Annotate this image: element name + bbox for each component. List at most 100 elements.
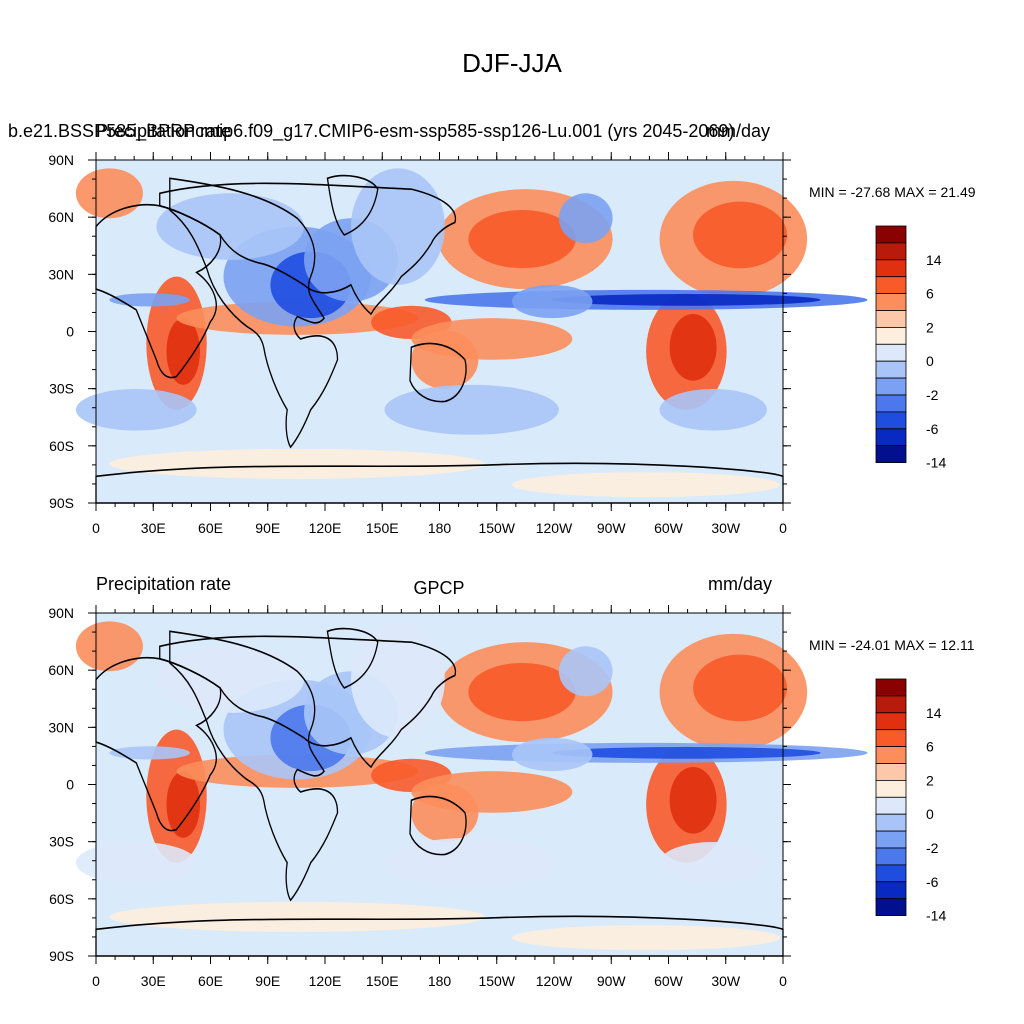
- anomaly-contour: [468, 662, 576, 722]
- lat-tick-label: 90N: [48, 152, 74, 168]
- lon-tick-label: 150E: [366, 973, 399, 989]
- anomaly-contour: [411, 783, 479, 842]
- colorbar-label: -6: [926, 874, 939, 890]
- panel1-min-max: MIN = -27.68 MAX = 21.49: [809, 184, 976, 200]
- colorbar-segment: [875, 445, 907, 464]
- colorbar-segment: [875, 343, 907, 362]
- colorbar-label: 6: [926, 739, 934, 755]
- colorbar-segment: [875, 763, 907, 781]
- lon-tick-label: 30W: [711, 520, 741, 536]
- lon-tick-label: 30W: [711, 973, 741, 989]
- anomaly-contour: [552, 747, 821, 759]
- colorbar-segment: [875, 276, 907, 295]
- lon-tick-label: 180: [428, 520, 452, 536]
- colorbar-segment: [875, 242, 907, 261]
- colorbar-segment: [875, 729, 907, 748]
- panel2-min-max: MIN = -24.01 MAX = 12.11: [809, 637, 975, 653]
- colorbar-label: 6: [926, 286, 934, 302]
- lon-tick-label: 90E: [255, 973, 280, 989]
- colorbar-label: 2: [926, 772, 934, 788]
- lon-tick-label: 150W: [478, 520, 515, 536]
- panel1-left-overprint: b.e21.BSSP585_BPRPcmip6.f09_g17.CMIP6-es…: [8, 121, 735, 141]
- colorbar-segment: [875, 746, 907, 764]
- anomaly-contour: [558, 646, 613, 697]
- lat-tick-label: 60N: [48, 662, 74, 678]
- anomaly-contour: [109, 901, 486, 932]
- anomaly-contour: [350, 168, 445, 285]
- anomaly-contour: [693, 201, 788, 269]
- panel2-right-title: mm/day: [708, 574, 773, 594]
- anomaly-contour: [411, 330, 479, 389]
- anomaly-contour: [109, 746, 190, 760]
- colorbar-label: -14: [926, 455, 946, 471]
- lon-tick-label: 180: [428, 973, 452, 989]
- anomaly-contour: [384, 384, 559, 435]
- colorbar-label: 2: [926, 319, 934, 335]
- colorbar-label: -2: [926, 840, 939, 856]
- lon-tick-label: 0: [779, 973, 787, 989]
- anomaly-contour: [669, 767, 717, 834]
- anomaly-contour: [156, 193, 304, 260]
- anomaly-contour: [659, 388, 767, 431]
- anomaly-contour: [75, 168, 143, 219]
- lat-tick-label: 60S: [49, 891, 74, 907]
- colorbar-segment: [875, 864, 907, 883]
- map-panel-2: 90N 60N 30N 0 30S 60S 90S 0 30E 60E 90E 120E 150E 180…: [48, 605, 868, 989]
- anomaly-contour: [166, 318, 200, 385]
- anomaly-contour: [166, 771, 200, 838]
- anomaly-contour: [350, 621, 445, 738]
- lon-tick-label: 60E: [198, 973, 223, 989]
- lon-tick-label: 0: [92, 973, 100, 989]
- lon-tick-label: 120E: [309, 973, 342, 989]
- lon-tick-label: 90W: [597, 520, 627, 536]
- colorbar-segment: [875, 428, 907, 447]
- anomaly-contour: [558, 193, 613, 244]
- colorbar-1: 14 6 2 0 -2 -6 -14: [875, 225, 946, 471]
- colorbar-label: 14: [926, 252, 942, 268]
- colorbar-segment: [875, 898, 907, 917]
- colorbar-segment: [875, 830, 907, 849]
- anomaly-contour: [659, 841, 767, 884]
- lon-tick-label: 150E: [366, 520, 399, 536]
- lon-tick-label: 150W: [478, 973, 515, 989]
- lon-tick-label: 60W: [654, 973, 684, 989]
- colorbar-label: 14: [926, 705, 942, 721]
- lat-tick-label: 60S: [49, 438, 74, 454]
- anomaly-contour: [109, 448, 486, 479]
- anomaly-contour: [511, 925, 781, 951]
- colorbar-label: 0: [926, 353, 934, 369]
- anomaly-contour: [669, 314, 717, 381]
- anomaly-contour: [511, 737, 593, 772]
- colorbar-segment: [875, 813, 907, 832]
- colorbar-segment: [875, 678, 907, 697]
- colorbar-segment: [875, 847, 907, 866]
- panel2-left-title: Precipitation rate: [96, 574, 232, 594]
- lon-tick-label: 0: [779, 520, 787, 536]
- lat-tick-label: 30N: [48, 266, 74, 282]
- anomaly-contour: [75, 621, 143, 672]
- colorbar-segment: [875, 394, 907, 413]
- colorbar-segment: [875, 411, 907, 430]
- lon-tick-label: 120E: [309, 520, 342, 536]
- panel1-left-title: Precipitation rate: [96, 121, 232, 141]
- lat-tick-label: 0: [66, 777, 74, 793]
- colorbar-label: 0: [926, 806, 934, 822]
- anomaly-contour: [693, 654, 788, 722]
- panel1-right-title: mm/day: [706, 121, 771, 141]
- lon-tick-label: 120W: [536, 973, 573, 989]
- anomaly-contour: [156, 646, 304, 713]
- anomaly-contour: [384, 837, 559, 888]
- figure-title: DJF-JJA: [462, 48, 562, 78]
- lat-tick-label: 30S: [49, 381, 74, 397]
- anomaly-contour: [75, 388, 197, 431]
- lat-tick-label: 90S: [49, 948, 74, 964]
- colorbar-label: -14: [926, 908, 946, 924]
- map-panel-1: 90N 60N 30N 0 30S 60S 90S 0 30E 60E 90E 120E 150E 180…: [48, 152, 868, 536]
- colorbar-segment: [875, 225, 907, 244]
- colorbar-segment: [875, 310, 907, 328]
- lon-tick-label: 90E: [255, 520, 280, 536]
- lat-tick-label: 30N: [48, 719, 74, 735]
- lon-tick-label: 120W: [536, 520, 573, 536]
- lat-tick-label: 90N: [48, 605, 74, 621]
